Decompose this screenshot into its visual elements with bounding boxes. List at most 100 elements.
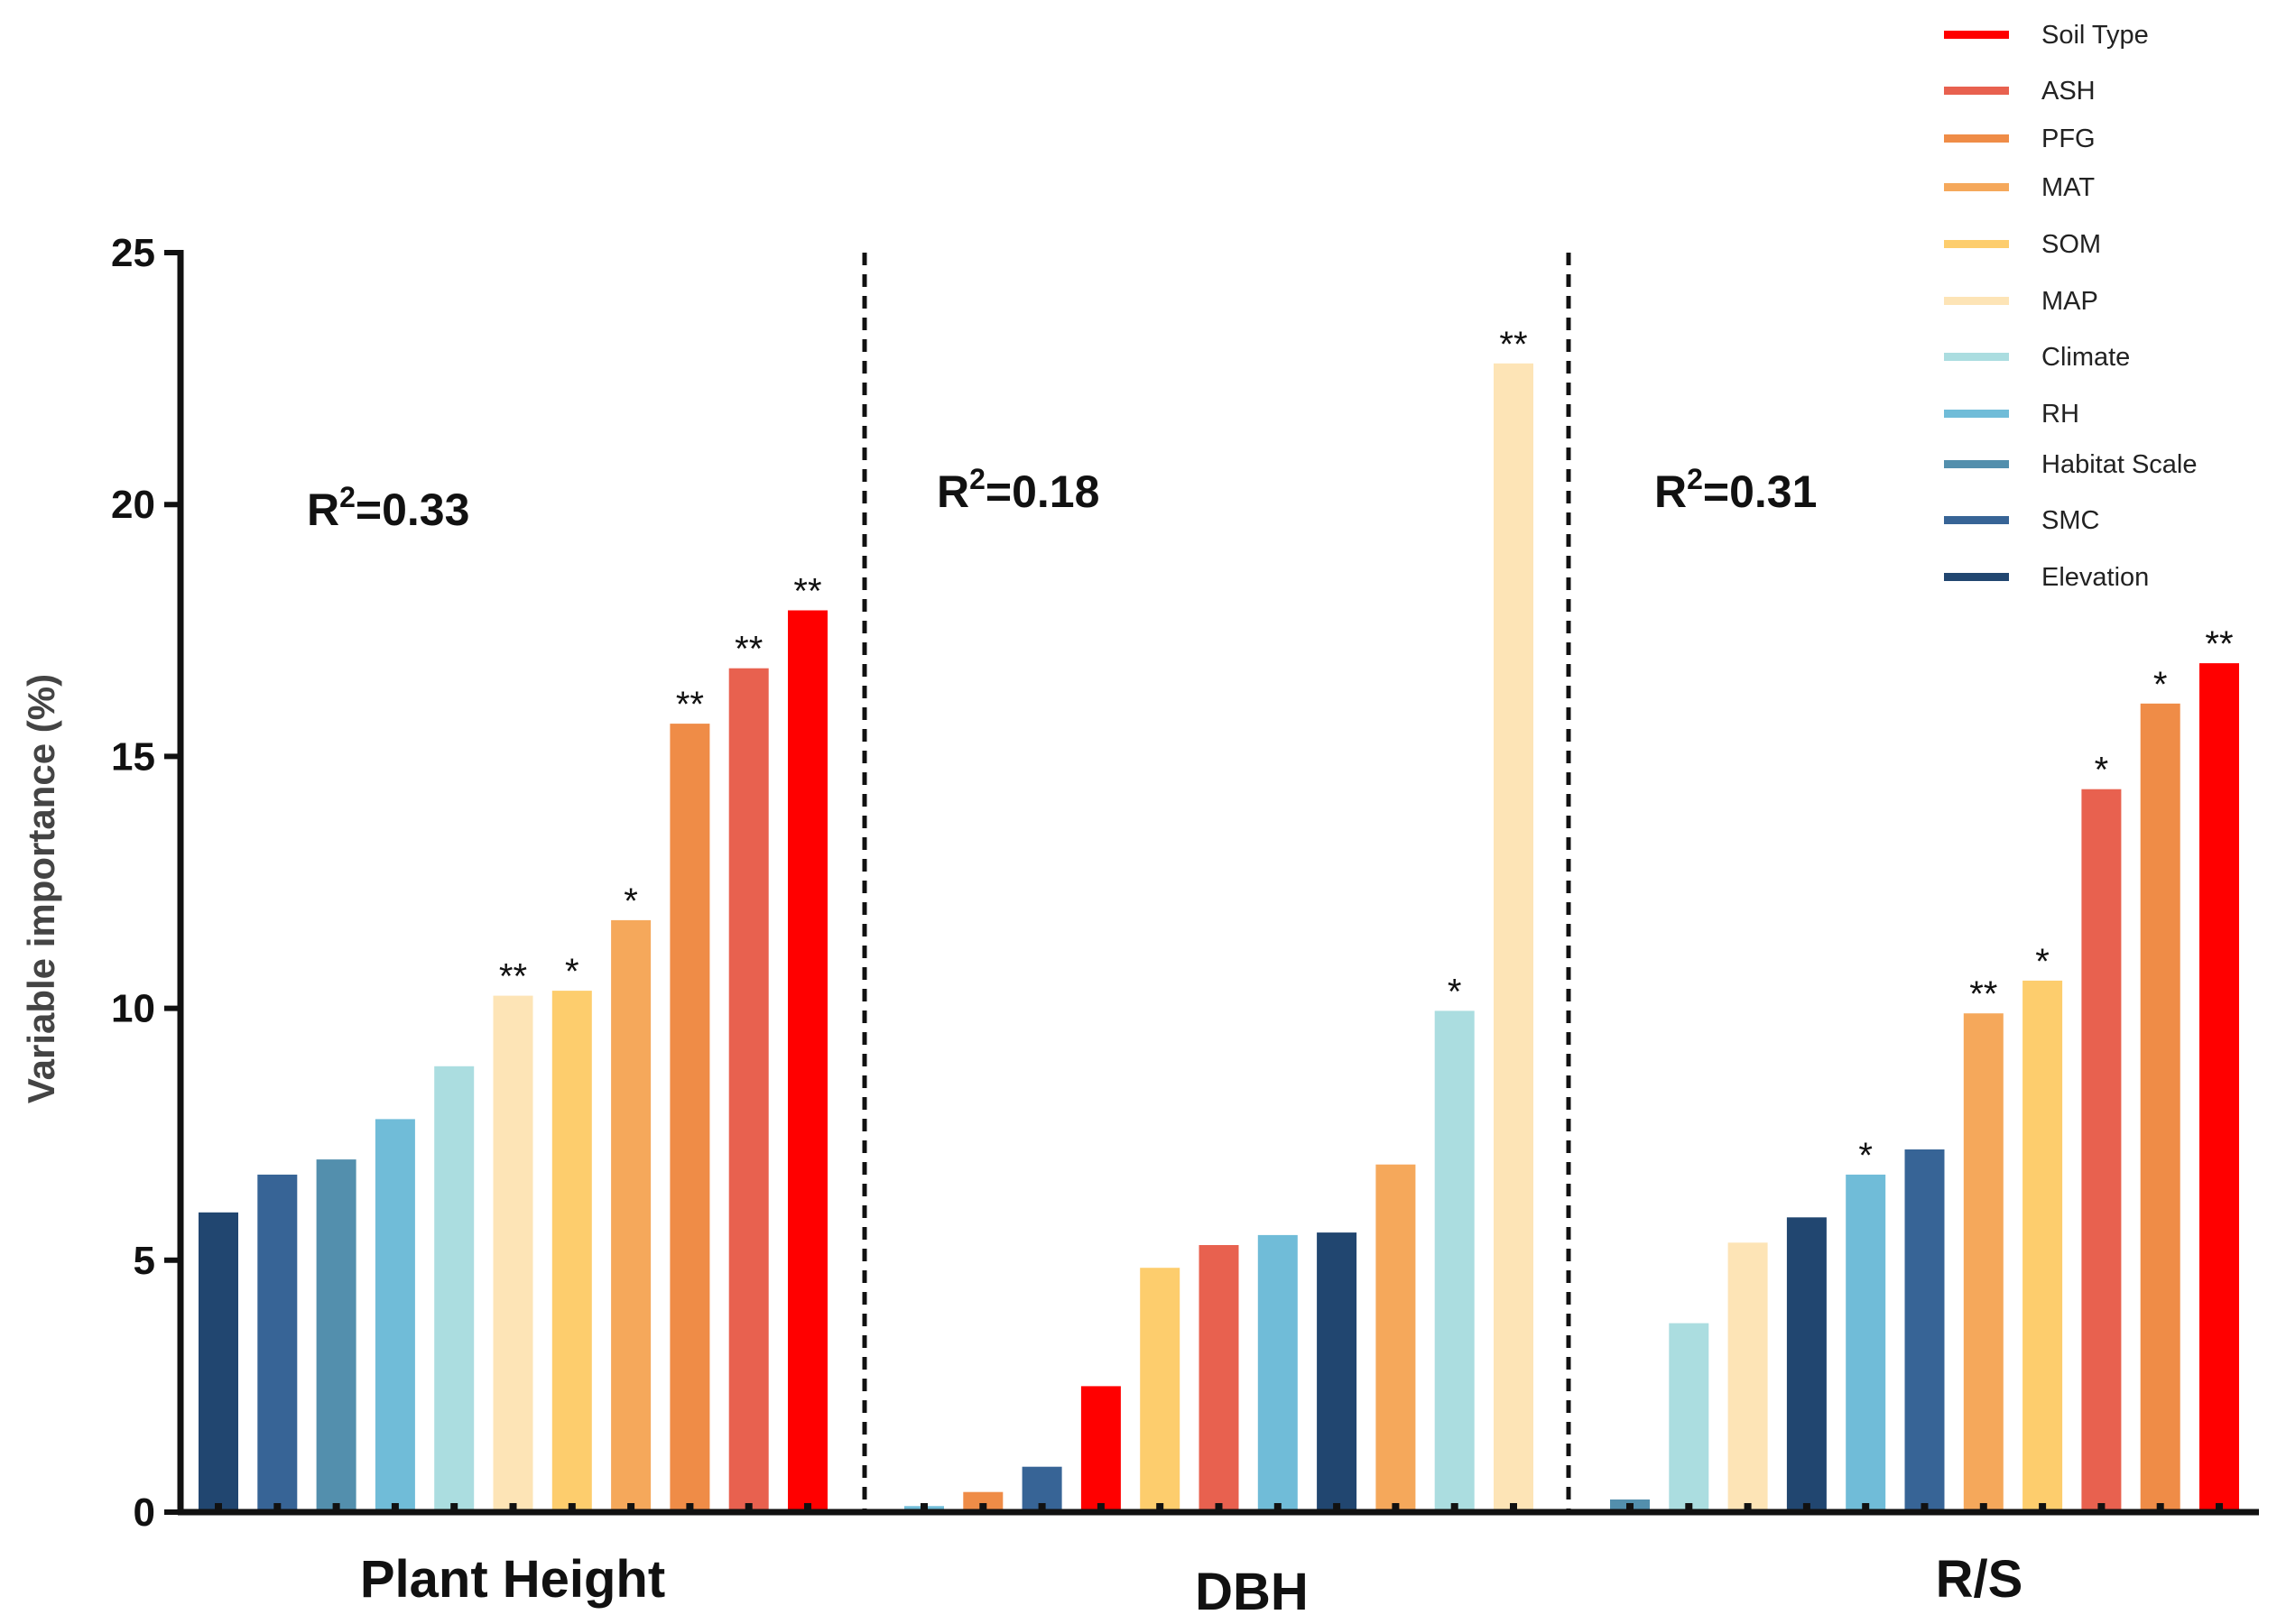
bar	[2199, 663, 2239, 1512]
significance-label: **	[735, 630, 763, 669]
legend-swatch	[1944, 134, 2009, 143]
legend-swatch	[1944, 183, 2009, 191]
x-tick	[1333, 1503, 1341, 1512]
r-squared-label: R2=0.18	[937, 463, 1099, 517]
x-tick	[1979, 1503, 1987, 1512]
r-squared-label: R2=0.31	[1654, 463, 1817, 517]
legend-label: MAP	[2041, 287, 2098, 316]
bar	[1080, 1386, 1121, 1512]
x-tick	[2156, 1503, 2164, 1512]
bar-group-dbh	[904, 363, 1533, 1512]
significance-label: *	[624, 881, 638, 921]
legend-swatch	[1944, 353, 2009, 361]
bar	[1963, 1013, 2004, 1512]
legend-label: Climate	[2041, 343, 2130, 372]
x-tick	[1510, 1503, 1517, 1512]
legend-swatch	[1944, 410, 2009, 418]
bar	[493, 995, 533, 1512]
legend-swatch	[1944, 573, 2009, 581]
bar	[257, 1174, 298, 1512]
r-squared-label: R2=0.33	[307, 481, 469, 535]
bar	[375, 1119, 415, 1512]
x-tick	[921, 1503, 928, 1512]
legend-item: Climate	[1944, 343, 2130, 372]
bar	[199, 1212, 238, 1512]
legend-swatch	[1944, 460, 2009, 468]
bar-group-r-s	[1610, 663, 2239, 1512]
significance-label: *	[2095, 751, 2109, 790]
legend-label: MAT	[2041, 173, 2095, 202]
bar	[551, 991, 592, 1512]
bar	[1786, 1217, 1827, 1512]
legend-swatch	[1944, 297, 2009, 305]
x-tick	[450, 1503, 458, 1512]
legend-label: SOM	[2041, 230, 2101, 259]
bar	[670, 724, 710, 1512]
legend-swatch	[1944, 516, 2009, 524]
x-tick	[391, 1503, 399, 1512]
x-tick	[979, 1503, 987, 1512]
x-tick	[627, 1503, 635, 1512]
bar	[1727, 1242, 1768, 1512]
legend-item: MAT	[1944, 173, 2095, 202]
bar	[1904, 1149, 1945, 1512]
x-tick	[273, 1503, 282, 1512]
bar	[611, 919, 652, 1512]
bar-group-plant-height	[199, 610, 828, 1512]
x-tick	[509, 1503, 517, 1512]
bar	[1434, 1010, 1475, 1512]
x-tick	[568, 1503, 576, 1512]
legend-label: ASH	[2041, 77, 2096, 106]
x-tick	[1038, 1503, 1046, 1512]
x-tick	[2097, 1503, 2106, 1512]
bars-layer	[199, 363, 2239, 1512]
legend-swatch	[1944, 31, 2009, 39]
significance-label: *	[2153, 665, 2168, 705]
significance-label: **	[499, 957, 527, 997]
significance-label: **	[676, 685, 704, 724]
bar	[1140, 1268, 1180, 1512]
bar	[963, 1491, 1004, 1512]
x-tick	[332, 1503, 340, 1512]
legend-swatch	[1944, 87, 2009, 95]
y-tick-label: 5	[134, 1239, 155, 1283]
legend-swatch	[1944, 240, 2009, 248]
significance-label: *	[2035, 942, 2050, 982]
significance-label: *	[1858, 1136, 1873, 1176]
significance-label: *	[1448, 972, 1462, 1011]
x-tick	[1744, 1503, 1752, 1512]
legend-label: SMC	[2041, 506, 2099, 535]
x-tick	[2039, 1503, 2047, 1512]
x-tick	[686, 1503, 694, 1512]
y-tick-label: 20	[111, 483, 155, 527]
x-tick	[1450, 1503, 1458, 1512]
legend-item: Habitat Scale	[1944, 450, 2198, 479]
significance-label: **	[2205, 624, 2233, 664]
x-tick	[745, 1503, 753, 1512]
legend-label: Elevation	[2041, 563, 2149, 592]
legend: Soil Type ASH PFG MAT SOM MAP Climate RH Habitat…	[1944, 21, 2198, 592]
x-tick	[1802, 1503, 1810, 1512]
legend-item: RH	[1944, 400, 2079, 429]
bar	[2081, 789, 2122, 1512]
y-tick-label: 0	[134, 1490, 155, 1535]
x-tick	[1862, 1503, 1870, 1512]
x-tick	[1215, 1503, 1223, 1512]
y-tick-label: 15	[111, 734, 155, 779]
significance-label: *	[565, 952, 579, 992]
legend-item: SMC	[1944, 506, 2099, 535]
significance-label: **	[1499, 325, 1527, 364]
x-tick	[1626, 1503, 1634, 1512]
bar	[1846, 1174, 1886, 1512]
y-tick-label: 25	[111, 231, 155, 275]
legend-item: PFG	[1944, 125, 2096, 153]
x-tick	[1156, 1503, 1164, 1512]
group-label: Plant Height	[360, 1550, 665, 1609]
legend-label: PFG	[2041, 125, 2096, 153]
legend-item: ASH	[1944, 77, 2096, 106]
bar	[728, 668, 769, 1512]
legend-item: Elevation	[1944, 563, 2149, 592]
legend-label: RH	[2041, 400, 2079, 429]
significance-label: **	[1969, 974, 1997, 1014]
bar	[1317, 1232, 1357, 1512]
